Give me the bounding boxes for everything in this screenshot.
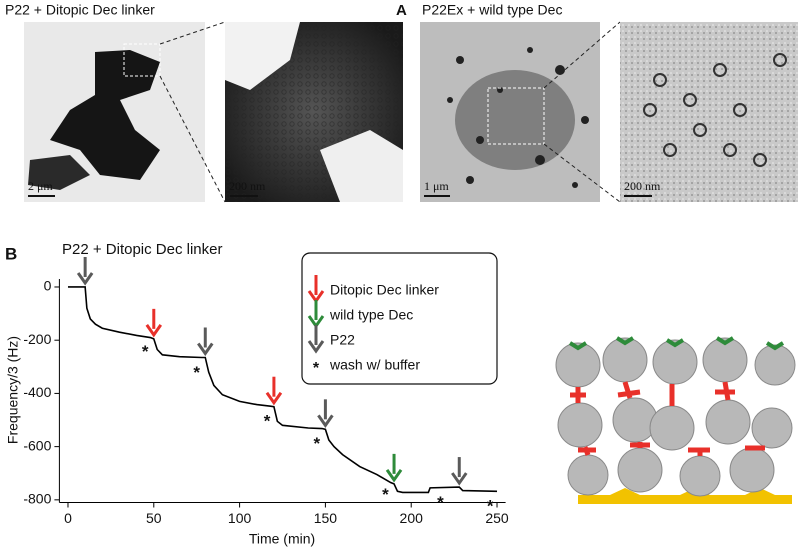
wash-marker: * — [264, 411, 271, 430]
y-tick-label: -200 — [23, 331, 51, 347]
x-axis-label: Time (min) — [249, 531, 315, 547]
scale-bar-label: 1 μm — [424, 179, 449, 193]
wash-marker: * — [142, 342, 149, 361]
wash-marker: * — [487, 497, 494, 516]
legend-label: P22 — [330, 332, 355, 348]
arrow-head — [265, 391, 283, 406]
event-arrow — [145, 308, 163, 338]
x-tick-label: 250 — [485, 510, 509, 526]
panel-label: A — [396, 2, 407, 19]
event-arrow — [265, 376, 283, 406]
panel-label: B — [5, 244, 17, 263]
scale-bar-label: 200 nm — [229, 179, 266, 193]
event-arrow — [197, 327, 214, 357]
event-arrow — [385, 453, 403, 483]
panel-a: P22 + Ditopic Dec linker A P22Ex + wild … — [5, 2, 798, 203]
micrograph: 1 μm — [420, 22, 600, 202]
legend-symbol: * — [313, 360, 320, 377]
arrow-head — [197, 342, 214, 357]
y-tick-label: -400 — [23, 384, 51, 400]
x-tick-label: 200 — [400, 510, 424, 526]
arrow-head — [451, 472, 468, 486]
arrow-head — [317, 414, 334, 428]
micrograph: 2 μm — [24, 22, 205, 202]
wash-marker: * — [314, 434, 321, 453]
y-tick-label: -600 — [23, 437, 51, 453]
micrograph: 200 nm — [620, 22, 798, 202]
wash-marker: * — [437, 493, 444, 512]
event-arrow — [76, 256, 94, 286]
scale-bar-label: 2 μm — [28, 179, 53, 193]
schematic — [555, 336, 796, 504]
arrow-head — [145, 324, 163, 338]
x-tick-label: 100 — [228, 510, 252, 526]
chart-title: P22 + Ditopic Dec linker — [62, 241, 223, 258]
legend-label: wild type Dec — [329, 307, 413, 323]
micrograph: 200 nm — [225, 22, 403, 202]
arrow-head — [76, 272, 94, 286]
line — [67, 286, 498, 494]
x-tick-label: 0 — [64, 510, 72, 526]
x-tick-label: 50 — [146, 510, 162, 526]
wash-marker: * — [382, 485, 389, 504]
legend-label: Ditopic Dec linker — [330, 282, 439, 298]
panel-a-title: P22 + Ditopic Dec linker — [5, 2, 155, 18]
arrow-head — [307, 340, 325, 354]
event-arrow — [317, 399, 334, 428]
wash-marker: * — [193, 363, 200, 382]
arrow-head — [385, 469, 403, 483]
legend-label: wash w/ buffer — [329, 357, 420, 373]
x-tick-label: 150 — [314, 510, 338, 526]
legend-arrow — [307, 325, 325, 354]
event-arrow — [451, 457, 468, 486]
y-tick-label: -800 — [23, 491, 51, 507]
scale-bar-label: 200 nm — [624, 179, 661, 193]
y-tick-label: 0 — [44, 278, 52, 294]
legend — [301, 252, 498, 385]
y-axis-label: Frequency/3 (Hz) — [5, 336, 21, 444]
panel-a-title: P22Ex + wild type Dec — [422, 2, 562, 18]
